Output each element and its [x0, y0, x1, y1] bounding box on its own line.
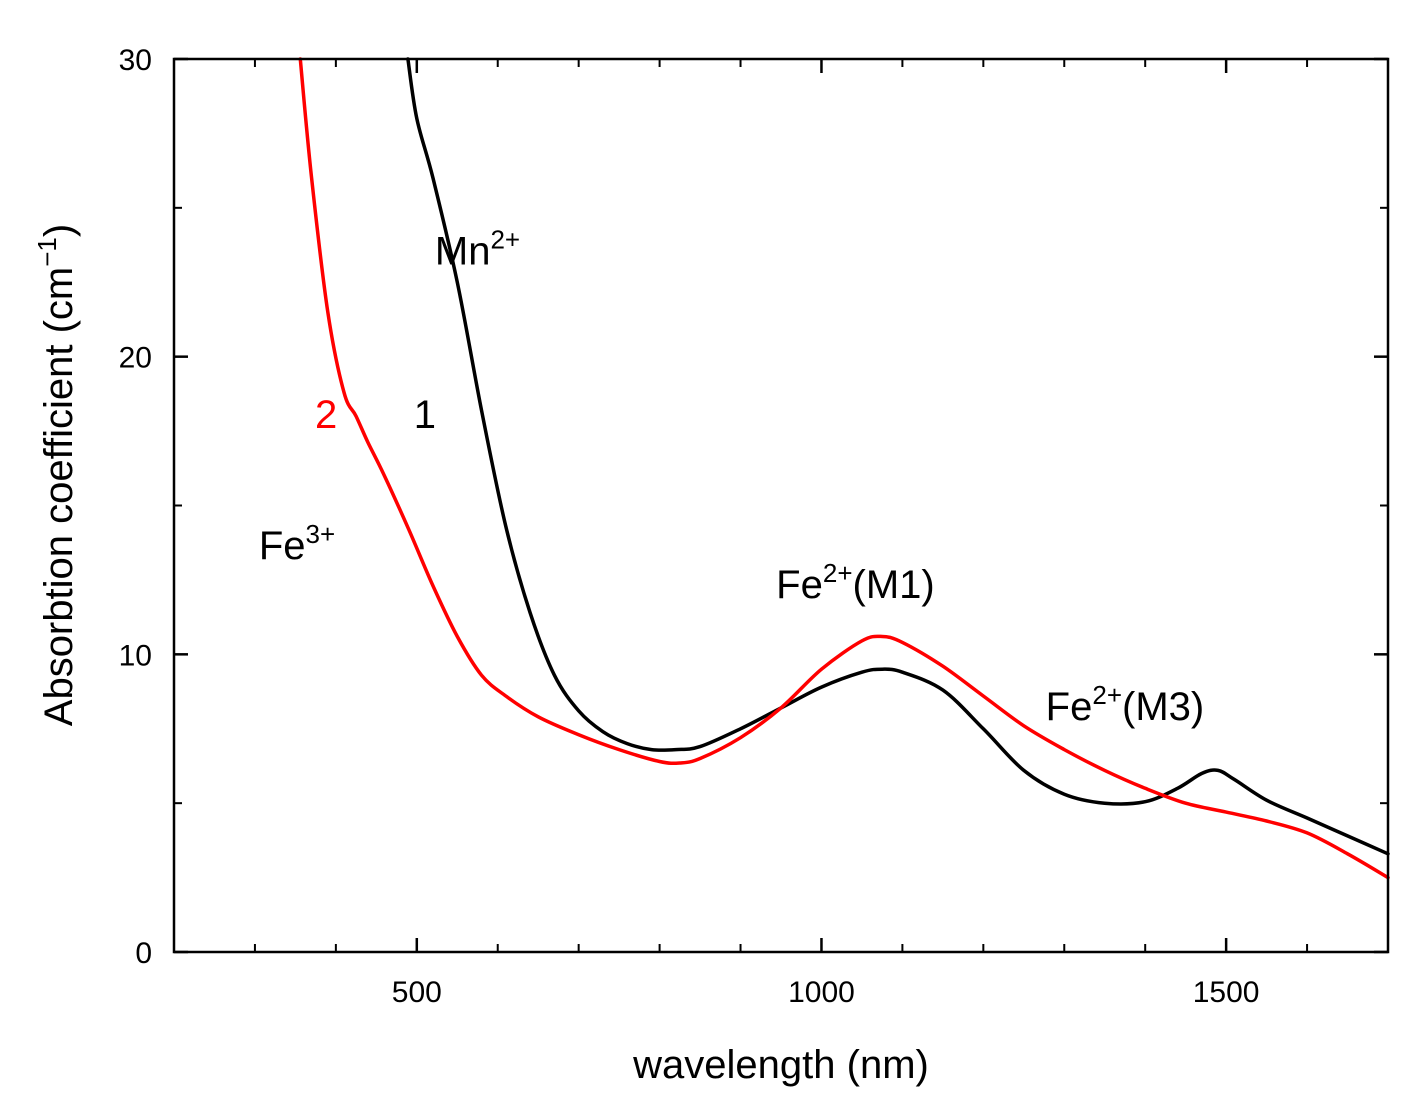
x-axis-label: wavelength (nm)	[632, 1043, 929, 1087]
mn2-label-sup: 2+	[490, 224, 520, 254]
fe3-label: Fe3+	[259, 519, 335, 568]
y-tick-label: 0	[135, 937, 152, 970]
y-axis-label: Absorbtion coefficient (cm−1)	[32, 224, 81, 726]
mn2-label-text: Mn	[435, 229, 491, 273]
mn2-label: Mn2+	[435, 224, 520, 273]
fe2-m1-label: Fe2+(M1)	[776, 558, 935, 607]
y-axis-ticks: 0 10 20 30	[119, 44, 1388, 970]
fe3-label-sup: 3+	[306, 519, 336, 549]
plot-frame	[172, 57, 1390, 954]
y-axis-label-sup: −1	[32, 237, 62, 267]
fe2-m1-label-sup: 2+	[823, 558, 853, 588]
fe2-m1-label-text: Fe	[776, 563, 823, 607]
series-line-1	[406, 57, 1390, 856]
fe2-m1-label-suffix: (M1)	[853, 563, 935, 607]
series-2-label: 2	[315, 393, 337, 437]
x-tick-label: 1000	[788, 976, 855, 1009]
fe2-m3-label-suffix: (M3)	[1122, 685, 1204, 729]
series-2-label-text: 2	[315, 393, 337, 437]
y-axis-label-close: )	[37, 224, 81, 237]
x-tick-label: 1500	[1193, 976, 1260, 1009]
y-tick-label: 10	[119, 639, 152, 672]
series-line-2	[298, 57, 1390, 880]
fe2-m3-label-sup: 2+	[1092, 680, 1122, 710]
x-tick-label: 500	[392, 976, 442, 1009]
y-axis-label-main: Absorbtion coefficient (cm	[37, 267, 81, 726]
y-tick-label: 30	[119, 44, 152, 77]
series-1-label-text: 1	[414, 393, 436, 437]
y-tick-label: 20	[119, 342, 152, 375]
fe2-m3-label-text: Fe	[1046, 685, 1093, 729]
fe2-m3-label: Fe2+(M3)	[1046, 680, 1205, 729]
fe3-label-text: Fe	[259, 524, 306, 568]
x-axis-ticks: 500 1000 1500	[253, 59, 1309, 1009]
series-lines	[298, 57, 1390, 880]
series-1-label: 1	[414, 393, 436, 437]
